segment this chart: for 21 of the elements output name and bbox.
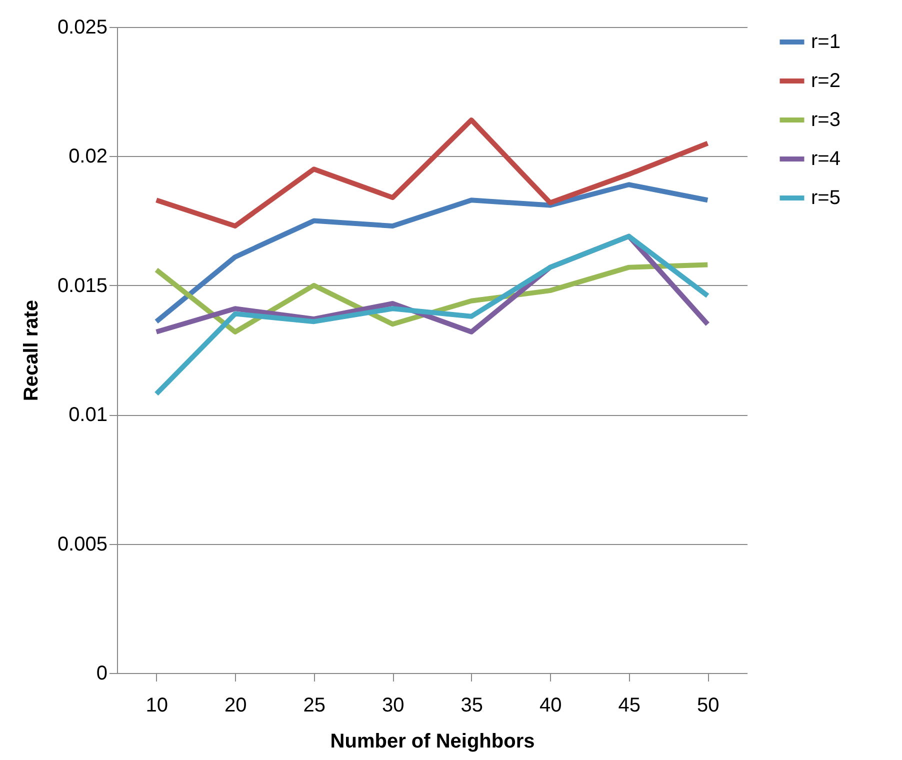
y-tick-label: 0.01 [68, 404, 108, 426]
y-axis-title: Recall rate [20, 300, 42, 402]
x-axis-title: Number of Neighbors [330, 730, 535, 752]
x-tick-label: 10 [146, 694, 168, 716]
legend-label: r=1 [811, 31, 840, 53]
y-tick-label: 0.02 [68, 146, 108, 168]
legend-label: r=5 [811, 187, 840, 209]
x-tick-label: 40 [540, 694, 562, 716]
x-tick-label: 35 [460, 694, 483, 716]
legend-label: r=3 [811, 109, 840, 131]
y-tick-label: 0.005 [57, 533, 108, 556]
legend-label: r=4 [811, 148, 840, 170]
x-tick-label: 25 [303, 694, 326, 716]
x-tick-label: 30 [382, 694, 404, 716]
y-tick-label: 0 [96, 662, 108, 684]
y-tick-label: 0.025 [57, 16, 108, 38]
legend-label: r=2 [811, 70, 840, 92]
x-tick-label: 20 [224, 694, 247, 716]
x-tick-label: 50 [697, 694, 720, 716]
x-tick-label: 45 [618, 694, 640, 716]
y-tick-label: 0.015 [57, 274, 108, 297]
